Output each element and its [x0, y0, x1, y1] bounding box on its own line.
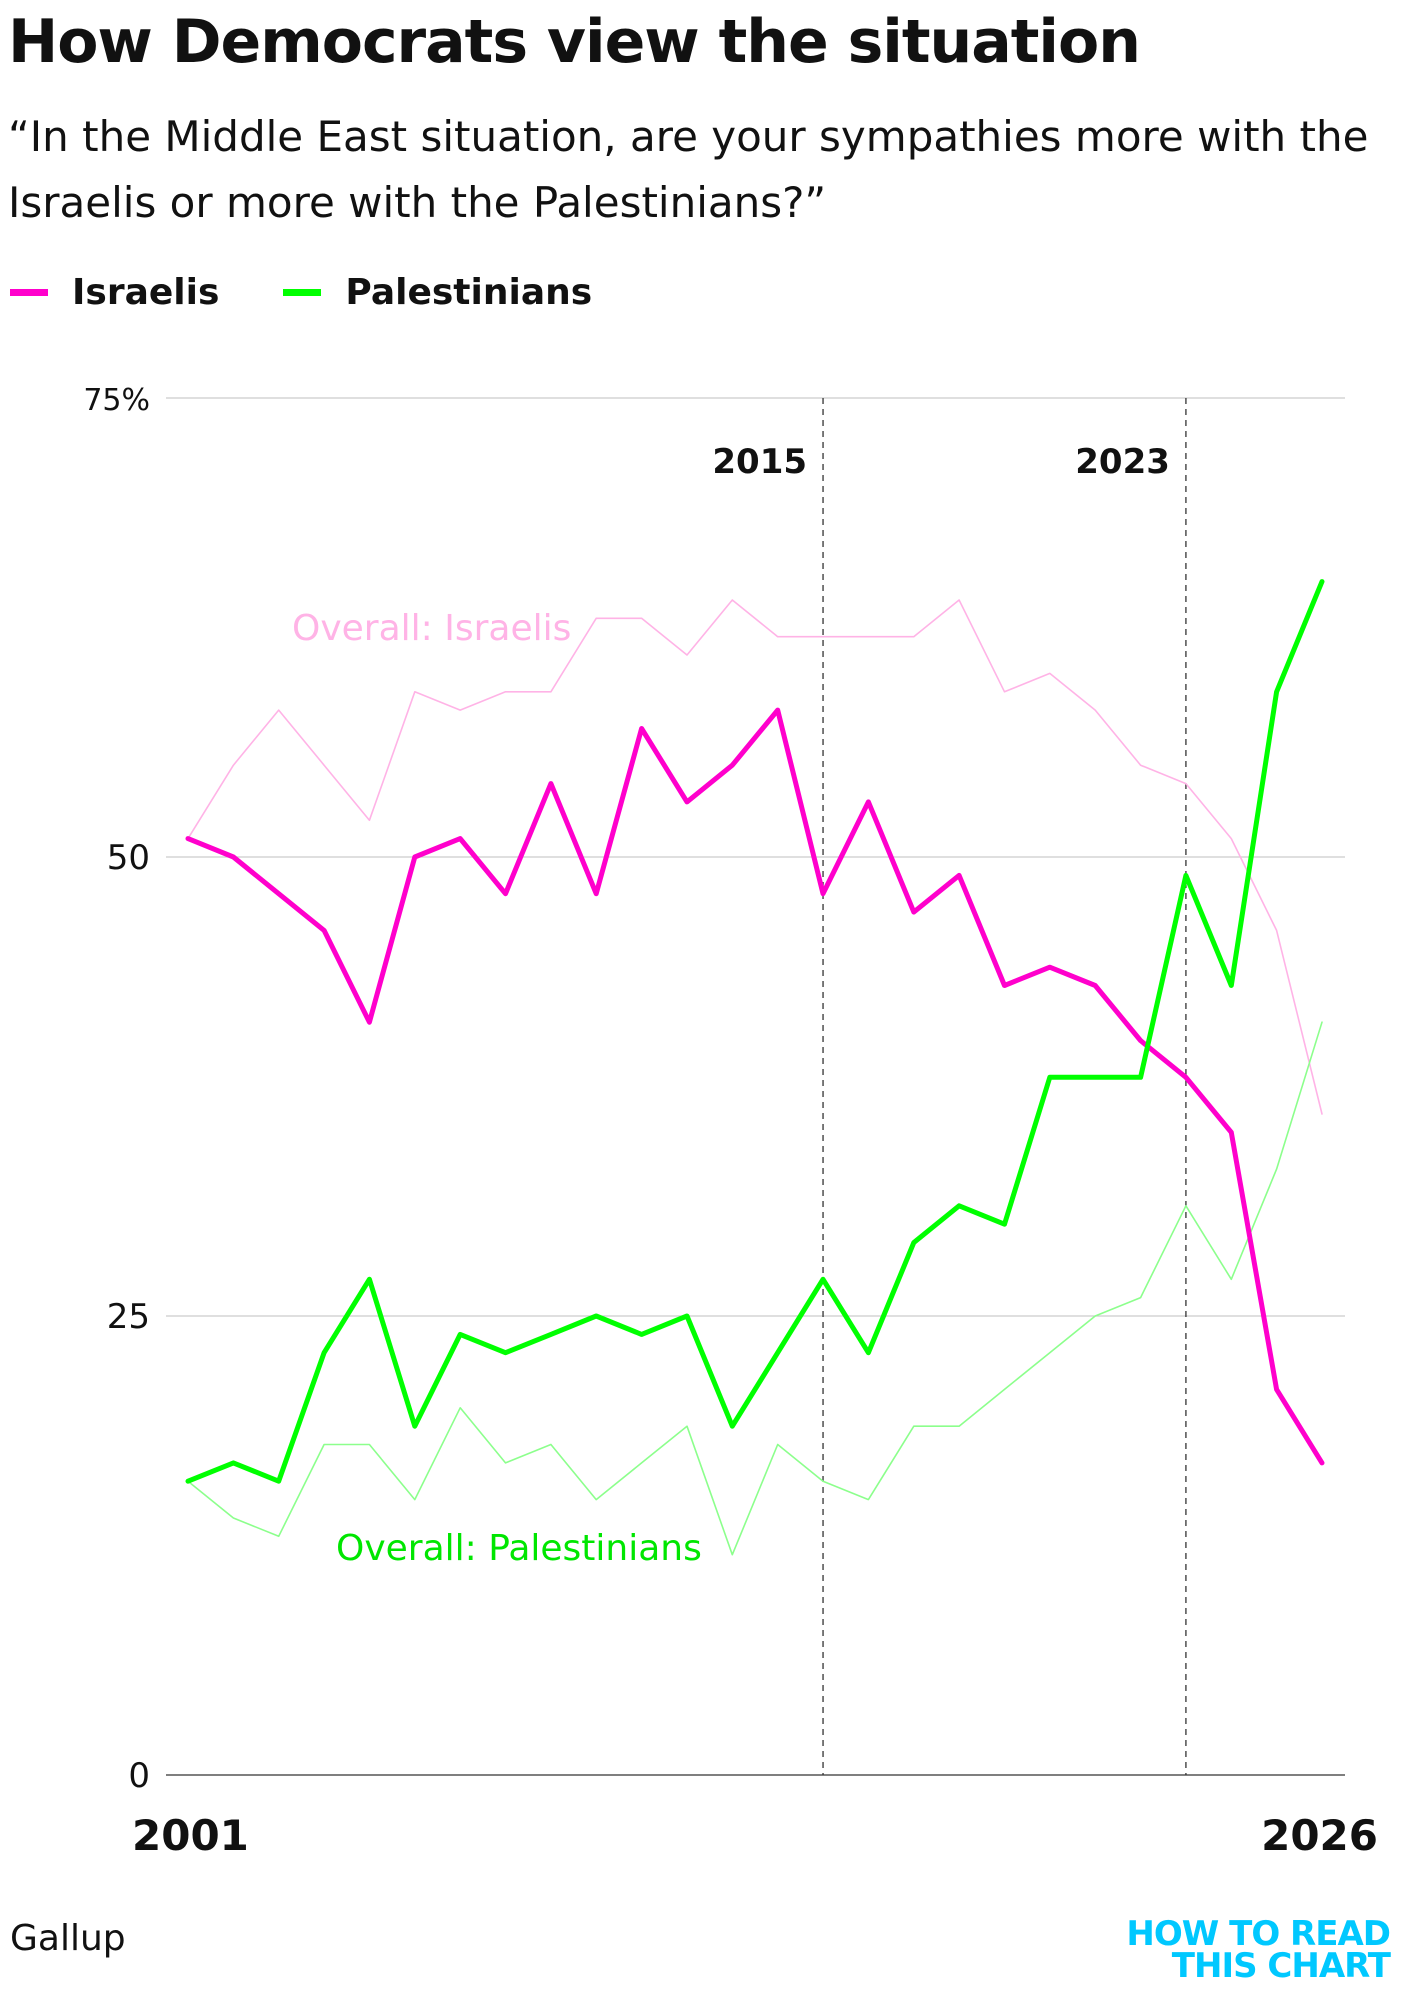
label-overall-israelis: Overall: Israelis	[292, 608, 571, 649]
source-credit: Gallup	[10, 1918, 126, 1959]
brand-line-1: HOW TO READ	[1126, 1914, 1391, 1954]
annotation-label-2023: 2023	[1075, 442, 1170, 482]
legend-label-israelis: Israelis	[72, 271, 220, 313]
series-line-israelis	[185, 707, 1325, 1466]
y-tick-label-25: 25	[107, 1297, 150, 1337]
brand-logo: HOW TO READ THIS CHART	[1126, 1914, 1391, 1986]
legend-swatch-palestinians	[283, 288, 322, 296]
series-line-overall-israelis	[187, 599, 1323, 1115]
annotation-label-2015: 2015	[712, 442, 807, 482]
brand-line-2: THIS CHART	[1171, 1946, 1391, 1986]
legend-item-palestinians: Palestinians	[283, 272, 592, 313]
label-overall-palestinians: Overall: Palestinians	[336, 1528, 702, 1569]
x-tick-label-start: 2001	[132, 1811, 249, 1860]
legend-swatch-israelis	[10, 288, 48, 296]
chart-title: How Democrats view the situation	[8, 7, 1141, 77]
line-chart: 75% 50 25 0 2001 2026 2015 2023 Overall: Israeli…	[83, 383, 1378, 1860]
legend: Israelis Palestinians	[10, 268, 656, 316]
y-tick-label-75: 75%	[83, 383, 150, 418]
chart-subtitle: “In the Middle East situation, are your …	[8, 112, 1369, 227]
legend-item-israelis: Israelis	[10, 272, 219, 313]
series-line-palestinians	[185, 579, 1325, 1484]
series-line-overall-palestinians	[187, 1021, 1323, 1556]
x-tick-label-end: 2026	[1261, 1811, 1378, 1860]
y-tick-label-50: 50	[107, 838, 150, 878]
legend-label-palestinians: Palestinians	[345, 271, 593, 313]
y-tick-label-0: 0	[128, 1756, 150, 1796]
